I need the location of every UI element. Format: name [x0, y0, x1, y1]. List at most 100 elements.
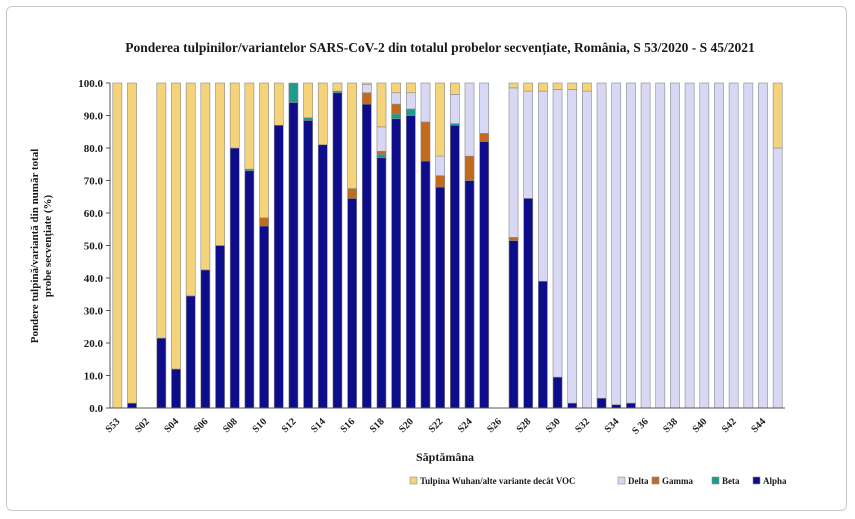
bar-segment-alpha-s31: [567, 402, 578, 409]
bar-segment-alpha-s23: [449, 124, 460, 409]
y-axis-label-line-2: probe secvențiate (%): [42, 194, 54, 297]
x-tick-label: S28: [515, 416, 534, 435]
x-tick-label: S 36: [630, 416, 651, 437]
bar-segment-tulpina-s15: [332, 82, 343, 92]
bar-segment-delta-s20: [405, 92, 416, 110]
legend: Tulpina Wuhan/alte variante decât VOC Del…: [409, 476, 787, 486]
bar-segment-tulpina-s16: [347, 82, 357, 189]
bar-segment-tulpina-s07: [215, 82, 225, 246]
bar-segment-alpha-s16: [347, 198, 357, 409]
bar-segment-alpha-s01: [127, 402, 137, 409]
y-tick-label: 80.0: [84, 143, 104, 155]
y-axis-label-line-1: Pondere tulpină/variantă din număr total: [29, 149, 41, 344]
bar-segment-alpha-s22: [435, 186, 446, 409]
x-tick-label: S14: [309, 416, 328, 435]
x-tick-label: S44: [749, 416, 768, 435]
bar-segment-tulpina-s01: [127, 82, 137, 404]
bar-segment-delta-s35: [626, 82, 636, 404]
bar-segment-alpha-s29: [538, 280, 548, 409]
bar-segment-delta-s45: [772, 147, 783, 409]
bar-segment-delta-s22: [435, 155, 446, 176]
bar-segment-tulpina-s03: [156, 82, 167, 339]
bar-segment-delta-s41: [714, 82, 724, 409]
bar-segment-delta-s31: [567, 89, 578, 404]
chart-title: Ponderea tulpinilor/variantelor SARS-CoV…: [125, 40, 755, 56]
bar-segment-beta-s19: [391, 113, 401, 120]
y-tick-label: 100.0: [78, 78, 103, 90]
bar-segment-delta-s25: [479, 82, 490, 134]
bar-segment-delta-s39: [684, 82, 695, 409]
bar-segment-alpha-s11: [273, 124, 284, 409]
legend-swatch: [617, 476, 626, 485]
x-tick-label: S12: [280, 416, 299, 435]
bar-segment-alpha-s27: [508, 240, 519, 409]
bar-segment-tulpina-s23: [449, 82, 460, 95]
legend-swatch: [409, 476, 418, 485]
bar-segment-tulpina-s31: [567, 82, 578, 90]
bar-segment-gamma-s16: [347, 188, 357, 199]
bar-segment-tulpina-s19: [391, 82, 401, 94]
legend-label: Tulpina Wuhan/alte variante decât VOC: [420, 476, 576, 486]
bar-segment-gamma-s22: [435, 175, 446, 188]
x-tick-label: S16: [338, 416, 357, 435]
x-tick-label: S10: [250, 416, 269, 435]
bar-segment-delta-s33: [596, 82, 607, 399]
bar-segment-tulpina-s30: [552, 82, 563, 90]
bar-segment-beta-s20: [405, 108, 416, 116]
bar-segment-delta-s29: [538, 90, 548, 282]
bar-segment-delta-s44: [758, 82, 768, 409]
y-tick-label: 20.0: [84, 338, 104, 350]
x-tick-label: S22: [427, 416, 446, 435]
bar-segment-delta-s19: [391, 92, 401, 105]
y-tick-label: 0.0: [89, 403, 103, 415]
bar-segment-delta-s24: [464, 82, 475, 157]
bar-segment-gamma-s25: [479, 133, 490, 142]
bar-segment-alpha-s28: [523, 198, 534, 409]
bar-segment-delta-s42: [728, 82, 739, 409]
x-tick-label: S32: [573, 416, 592, 435]
y-axis-label: Pondere tulpină/variantă din număr total…: [29, 149, 54, 344]
bar-segment-gamma-s27: [508, 237, 519, 241]
bar-segment-gamma-s10: [259, 217, 269, 227]
bar-segment-tulpina-s09: [244, 82, 255, 170]
x-tick-label: S02: [133, 416, 152, 435]
x-tick-label: S30: [544, 416, 563, 435]
bar-segment-alpha-s33: [596, 397, 607, 409]
y-tick-label: 40.0: [84, 273, 104, 285]
bar-segment-delta-s37: [655, 82, 666, 409]
bar-segment-alpha-s19: [391, 118, 401, 409]
y-tick-label: 70.0: [84, 176, 104, 188]
bar-segment-alpha-s03: [156, 337, 167, 409]
y-tick-label: 30.0: [84, 306, 104, 318]
bar-segment-tulpina-s11: [273, 82, 284, 126]
x-tick-label: S04: [162, 416, 181, 435]
bar-segment-tulpina-s18: [376, 82, 387, 128]
legend-label: Gamma: [662, 476, 693, 486]
bar-segment-delta-s43: [743, 82, 754, 409]
bar-segment-alpha-s12: [288, 102, 299, 409]
bar-segment-tulpina-s53: [112, 82, 123, 409]
bar-segment-alpha-s13: [303, 120, 313, 409]
bar-segment-alpha-s25: [479, 141, 490, 409]
legend-label: Delta: [628, 476, 649, 486]
bar-segment-gamma-s17: [361, 92, 372, 105]
x-tick-label: S08: [221, 416, 240, 435]
bar-segment-gamma-s24: [464, 155, 475, 181]
bar-segment-beta-s18: [376, 154, 387, 159]
bar-segment-tulpina-s10: [259, 82, 269, 219]
bar-segment-alpha-s21: [420, 160, 431, 409]
bar-segment-alpha-s35: [626, 402, 636, 409]
bars: [112, 82, 783, 409]
bar-segment-delta-s17: [361, 84, 372, 94]
bar-segment-alpha-s07: [215, 245, 225, 409]
bar-segment-alpha-s24: [464, 180, 475, 409]
bar-segment-gamma-s18: [376, 150, 387, 155]
bar-segment-gamma-s21: [420, 121, 431, 162]
bar-segment-tulpina-s22: [435, 82, 446, 157]
bar-segment-alpha-s08: [229, 147, 240, 409]
y-tick-label: 50.0: [84, 241, 104, 253]
bar-segment-tulpina-s06: [200, 82, 211, 271]
x-tick-label: S53: [104, 416, 123, 435]
bar-segment-delta-s18: [376, 126, 387, 152]
